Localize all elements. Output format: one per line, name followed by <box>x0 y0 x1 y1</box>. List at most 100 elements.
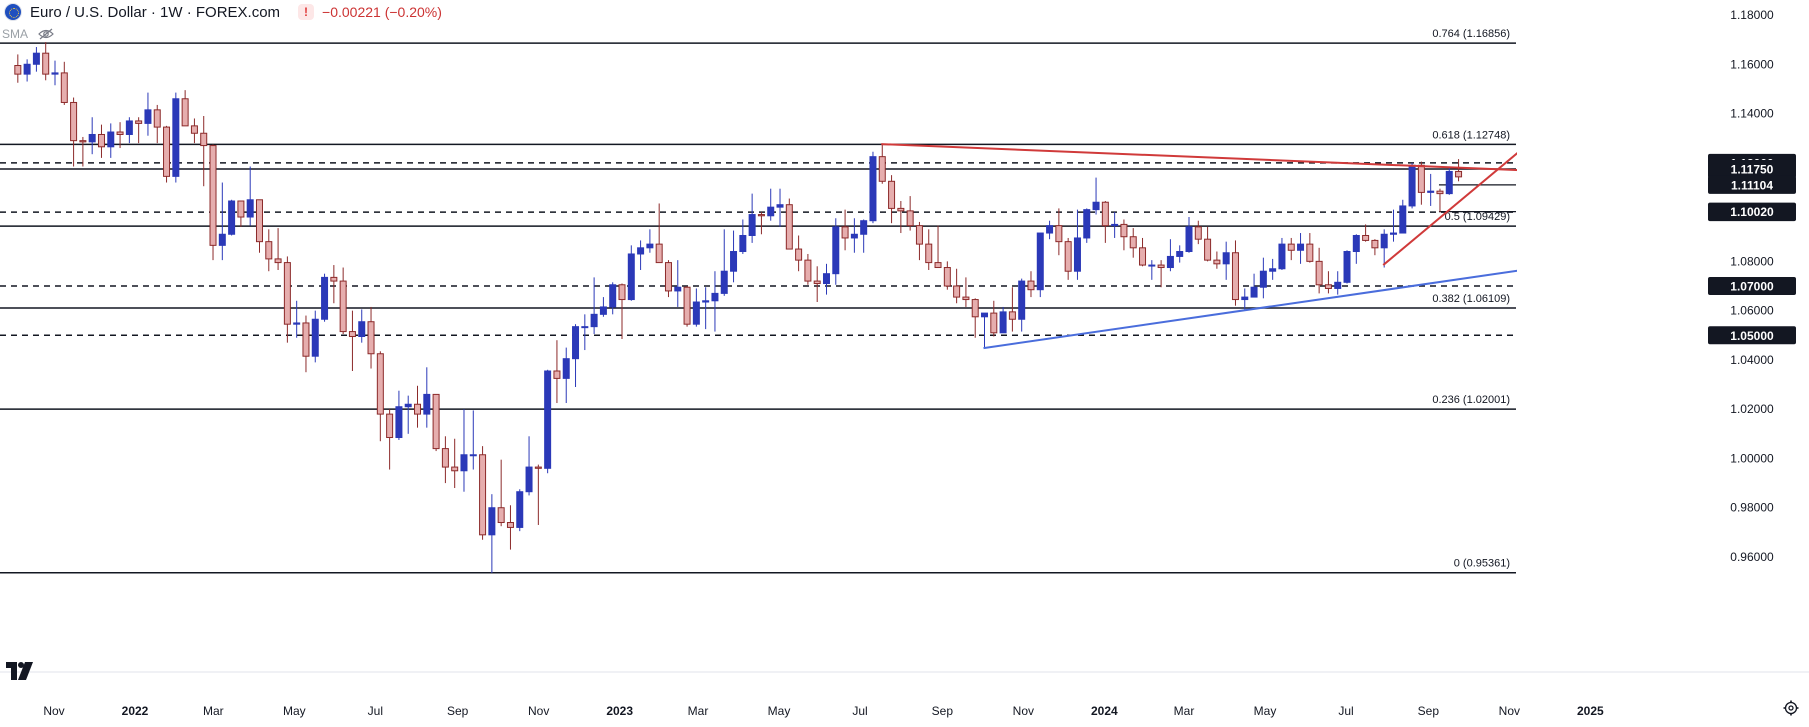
candle-up[interactable] <box>107 123 115 158</box>
candle-up[interactable] <box>488 494 496 574</box>
candle-down[interactable] <box>14 54 22 83</box>
candle-up[interactable] <box>1166 239 1174 272</box>
candle-up[interactable] <box>246 166 254 226</box>
candle-up[interactable] <box>692 288 700 327</box>
candle-down[interactable] <box>888 175 896 224</box>
candle-up[interactable] <box>869 151 877 224</box>
candle-up[interactable] <box>144 92 152 136</box>
candle-down[interactable] <box>971 298 979 338</box>
price-badge[interactable]: 1.10020 <box>1708 202 1796 221</box>
candle-down[interactable] <box>953 268 961 304</box>
candle-down[interactable] <box>1306 233 1314 263</box>
candle-up[interactable] <box>776 188 784 227</box>
candle-up[interactable] <box>125 117 133 144</box>
candle-down[interactable] <box>330 265 338 304</box>
price-badge[interactable]: 1.11104 <box>1708 175 1796 194</box>
candle-down[interactable] <box>934 225 942 269</box>
candle-down[interactable] <box>97 124 105 158</box>
candle-up[interactable] <box>562 347 570 404</box>
candle-down[interactable] <box>534 464 542 525</box>
candle-up[interactable] <box>1259 257 1267 299</box>
candle-up[interactable] <box>1278 237 1286 270</box>
candle-up[interactable] <box>702 287 710 330</box>
candle-down[interactable] <box>339 267 347 335</box>
candle-down[interactable] <box>60 61 68 105</box>
settings-gear-icon[interactable] <box>1783 700 1799 716</box>
candle-down[interactable] <box>414 385 422 428</box>
candle-up[interactable] <box>1036 232 1044 298</box>
candle-down[interactable] <box>1064 237 1072 280</box>
candle-up[interactable] <box>311 310 319 363</box>
candle-down[interactable] <box>785 198 793 250</box>
candle-down[interactable] <box>618 283 626 339</box>
candle-up[interactable] <box>1222 241 1230 280</box>
candle-up[interactable] <box>218 182 226 261</box>
candle-down[interactable] <box>757 212 765 235</box>
candle-up[interactable] <box>590 277 598 335</box>
candle-down[interactable] <box>841 209 849 251</box>
candle-down[interactable] <box>1139 237 1147 267</box>
sma-indicator-label[interactable]: SMA <box>2 27 29 41</box>
candle-up[interactable] <box>730 230 738 283</box>
candle-up[interactable] <box>767 188 775 221</box>
candle-up[interactable] <box>1343 250 1351 284</box>
time-axis[interactable] <box>0 672 1809 722</box>
candle-up[interactable] <box>609 282 617 315</box>
candle-down[interactable] <box>497 459 505 527</box>
candle-down[interactable] <box>237 200 245 227</box>
candle-down[interactable] <box>1371 239 1379 256</box>
candle-up[interactable] <box>1148 260 1156 280</box>
price-badge[interactable]: 1.05000 <box>1708 326 1796 345</box>
candle-down[interactable] <box>1455 159 1463 182</box>
candle-down[interactable] <box>209 144 217 261</box>
candle-down[interactable] <box>163 125 171 183</box>
candle-down[interactable] <box>116 122 124 149</box>
candle-down[interactable] <box>135 117 143 144</box>
candle-up[interactable] <box>358 309 366 343</box>
candle-up[interactable] <box>423 367 431 428</box>
candle-down[interactable] <box>348 310 356 371</box>
candle-down[interactable] <box>283 256 291 343</box>
candle-up[interactable] <box>1445 166 1453 195</box>
candle-up[interactable] <box>469 410 477 470</box>
candle-up[interactable] <box>646 229 654 253</box>
candle-up[interactable] <box>822 263 830 295</box>
candle-down[interactable] <box>990 300 998 337</box>
candle-up[interactable] <box>720 229 728 296</box>
candle-up[interactable] <box>32 47 40 72</box>
candle-up[interactable] <box>1185 217 1193 253</box>
candle-up[interactable] <box>850 218 858 253</box>
candle-down[interactable] <box>451 438 459 489</box>
candle-down[interactable] <box>1231 240 1239 306</box>
candle-down[interactable] <box>506 505 514 550</box>
hide-eye-icon[interactable] <box>38 28 54 40</box>
candle-up[interactable] <box>544 369 552 474</box>
candle-up[interactable] <box>674 260 682 307</box>
candle-down[interactable] <box>897 201 905 234</box>
candle-down[interactable] <box>1008 287 1016 332</box>
candle-up[interactable] <box>627 245 635 301</box>
candle-up[interactable] <box>981 312 989 349</box>
candle-down[interactable] <box>925 229 933 270</box>
price-badge[interactable]: 1.11750 <box>1708 159 1796 178</box>
candle-down[interactable] <box>1204 226 1212 262</box>
candle-up[interactable] <box>748 193 756 243</box>
candle-up[interactable] <box>1111 212 1119 238</box>
candle-down[interactable] <box>367 306 375 369</box>
candle-down[interactable] <box>1324 271 1332 294</box>
candle-down[interactable] <box>1120 219 1128 251</box>
candle-down[interactable] <box>479 446 487 540</box>
candle-up[interactable] <box>832 218 840 285</box>
candle-down[interactable] <box>1055 208 1063 256</box>
candle-up[interactable] <box>172 92 180 183</box>
candle-down[interactable] <box>813 266 821 303</box>
candle-down[interactable] <box>1027 271 1035 298</box>
candle-down[interactable] <box>1101 201 1109 243</box>
candle-up[interactable] <box>1092 177 1100 215</box>
candle-down[interactable] <box>683 286 691 327</box>
candle-down[interactable] <box>386 409 394 470</box>
candle-down[interactable] <box>274 228 282 270</box>
candle-up[interactable] <box>999 306 1007 334</box>
candle-down[interactable] <box>795 235 803 272</box>
